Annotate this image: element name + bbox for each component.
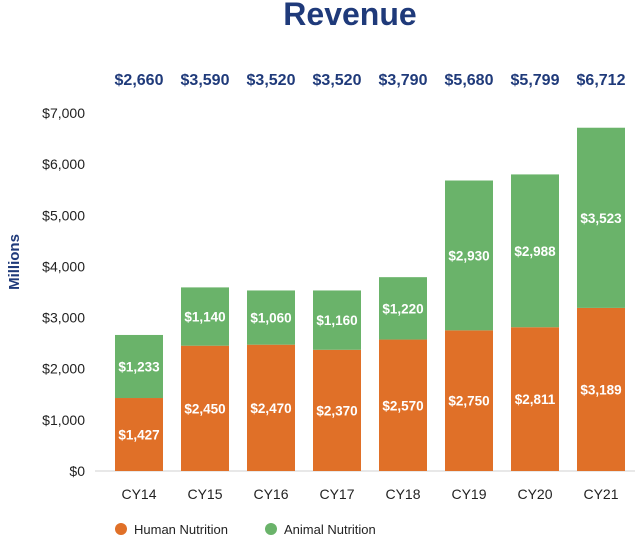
data-label: $2,930 [448, 248, 489, 263]
bar-animal-nutrition [181, 287, 229, 346]
bar-human-nutrition [379, 339, 427, 471]
data-label: $1,160 [316, 313, 357, 328]
bar-human-nutrition [115, 398, 163, 471]
bar-animal-nutrition [379, 277, 427, 340]
total-label: $3,590 [181, 72, 230, 89]
data-label: $2,370 [316, 403, 357, 418]
bar-animal-nutrition [115, 334, 163, 399]
total-label: $3,520 [247, 72, 296, 89]
legend-marker-human-nutrition [115, 523, 127, 535]
y-tick-label: $2,000 [42, 361, 85, 377]
bar-human-nutrition [577, 307, 625, 471]
legend-marker-animal-nutrition [265, 523, 277, 535]
x-tick-label: CY19 [451, 486, 486, 502]
bar-animal-nutrition [247, 290, 295, 345]
bar-human-nutrition [511, 327, 559, 471]
legend-label-animal-nutrition: Animal Nutrition [284, 522, 376, 537]
bar-animal-nutrition [511, 174, 559, 328]
data-label: $2,450 [184, 401, 225, 416]
total-label: $2,660 [115, 72, 164, 89]
total-label: $3,790 [379, 72, 428, 89]
bar-animal-nutrition [577, 127, 625, 308]
x-tick-label: CY14 [121, 486, 156, 502]
total-label: $5,680 [445, 72, 494, 89]
data-label: $2,988 [514, 244, 556, 259]
total-label: $5,799 [511, 72, 560, 89]
bar-animal-nutrition [445, 180, 493, 331]
bar-human-nutrition [181, 345, 229, 471]
x-tick-label: CY20 [517, 486, 552, 502]
data-label: $2,811 [515, 392, 556, 407]
y-tick-label: $4,000 [42, 258, 85, 274]
legend-label-human-nutrition: Human Nutrition [134, 522, 228, 537]
x-tick-label: CY15 [187, 486, 222, 502]
y-tick-label: $1,000 [42, 412, 85, 428]
x-tick-label: CY16 [253, 486, 288, 502]
total-label: $3,520 [313, 72, 362, 89]
data-label: $2,570 [382, 398, 423, 413]
chart-title: Revenue [283, 0, 417, 32]
data-label: $1,220 [382, 301, 423, 316]
y-tick-label: $0 [69, 463, 85, 479]
data-label: $1,140 [184, 310, 225, 325]
data-label: $3,523 [580, 211, 622, 226]
data-label: $2,470 [250, 401, 291, 416]
data-label: $1,233 [118, 359, 160, 374]
data-label: $1,060 [250, 311, 291, 326]
bar-human-nutrition [247, 344, 295, 471]
y-tick-label: $6,000 [42, 156, 85, 172]
bar-human-nutrition [313, 349, 361, 471]
data-label: $1,427 [118, 428, 159, 443]
x-tick-label: CY21 [583, 486, 618, 502]
x-tick-label: CY18 [385, 486, 420, 502]
y-tick-label: $5,000 [42, 207, 85, 223]
y-tick-label: $7,000 [42, 105, 85, 121]
x-tick-label: CY17 [319, 486, 354, 502]
bar-human-nutrition [445, 330, 493, 471]
data-label: $3,189 [580, 382, 621, 397]
data-label: $2,750 [448, 394, 489, 409]
total-label: $6,712 [577, 72, 626, 89]
bar-animal-nutrition [313, 290, 361, 350]
y-tick-label: $3,000 [42, 310, 85, 326]
y-axis-label: Millions [6, 234, 23, 290]
